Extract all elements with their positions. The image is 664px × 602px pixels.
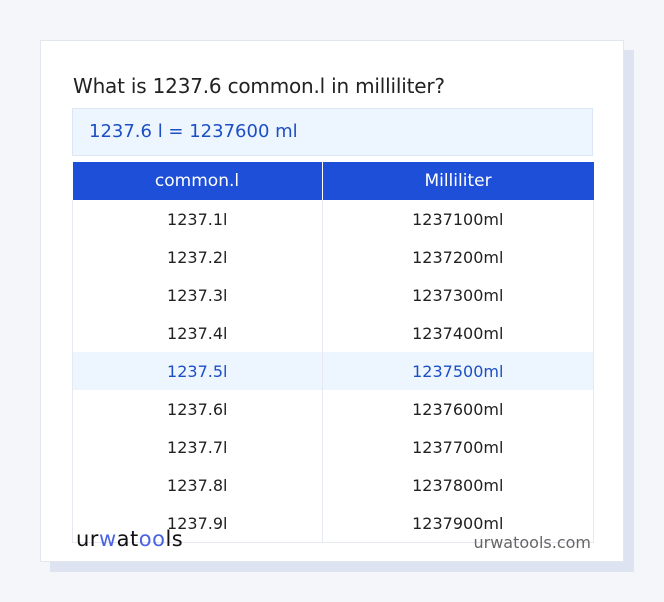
table-row: 1237.1l 1237100ml bbox=[72, 200, 595, 238]
milliliter-cell: 1237500ml bbox=[321, 352, 595, 390]
result-box: 1237.6 l = 1237600 ml bbox=[72, 108, 593, 156]
milliliter-cell: 1237600ml bbox=[321, 390, 595, 428]
milliliter-cell: 1237700ml bbox=[321, 428, 595, 466]
converter-card: What is 1237.6 common.l in milliliter? 1… bbox=[40, 40, 624, 562]
conversion-table: common.l Milliliter 1237.1l 1237100ml 1237… bbox=[72, 162, 595, 543]
common-l-cell: 1237.2l bbox=[72, 238, 323, 276]
table-row: 1237.5l 1237500ml bbox=[72, 352, 595, 390]
common-l-cell: 1237.5l bbox=[72, 352, 323, 390]
milliliter-cell: 1237300ml bbox=[321, 276, 595, 314]
site-url[interactable]: urwatools.com bbox=[473, 533, 592, 552]
milliliter-cell: 1237900ml bbox=[321, 504, 595, 543]
milliliter-cell: 1237100ml bbox=[321, 200, 595, 238]
common-l-cell: 1237.8l bbox=[72, 466, 323, 504]
milliliter-cell: 1237400ml bbox=[321, 314, 595, 352]
table-row: 1237.6l 1237600ml bbox=[72, 390, 595, 428]
common-l-cell: 1237.7l bbox=[72, 428, 323, 466]
table-row: 1237.9l 1237900ml bbox=[72, 504, 595, 543]
urwatools-logo[interactable]: urwatools bbox=[76, 527, 184, 551]
table-row: 1237.2l 1237200ml bbox=[72, 238, 595, 276]
table-row: 1237.3l 1237300ml bbox=[72, 276, 595, 314]
common-l-cell: 1237.6l bbox=[72, 390, 323, 428]
common-l-cell: 1237.4l bbox=[72, 314, 323, 352]
header-common-l: common.l bbox=[72, 162, 323, 200]
table-row: 1237.4l 1237400ml bbox=[72, 314, 595, 352]
table-row: 1237.7l 1237700ml bbox=[72, 428, 595, 466]
milliliter-cell: 1237200ml bbox=[321, 238, 595, 276]
common-l-cell: 1237.1l bbox=[72, 200, 323, 238]
page-title: What is 1237.6 common.l in milliliter? bbox=[73, 74, 445, 98]
table-row: 1237.8l 1237800ml bbox=[72, 466, 595, 504]
common-l-cell: 1237.3l bbox=[72, 276, 323, 314]
common-l-cell: 1237.9l bbox=[72, 504, 323, 543]
milliliter-cell: 1237800ml bbox=[321, 466, 595, 504]
header-milliliter: Milliliter bbox=[321, 162, 594, 200]
